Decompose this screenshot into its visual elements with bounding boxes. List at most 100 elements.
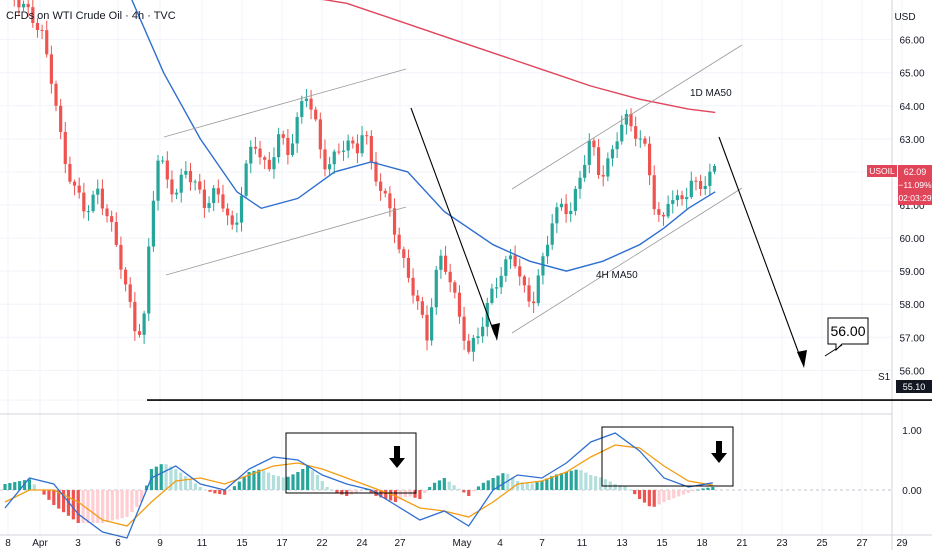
candle-body <box>527 285 531 302</box>
macd-histogram-bar <box>506 473 510 490</box>
macd-histogram-bar <box>281 477 285 490</box>
macd-histogram-bar <box>511 477 515 490</box>
candle-body <box>207 203 211 208</box>
macd-histogram-bar <box>232 486 237 490</box>
candle-body <box>40 29 44 31</box>
candle-body <box>72 181 77 186</box>
candle-body <box>239 195 244 223</box>
macd-histogram-bar <box>154 466 158 490</box>
macd-histogram-bar <box>237 481 241 490</box>
price-axis[interactable]: 56.0057.0058.0059.0060.0061.0062.0063.00… <box>899 36 924 497</box>
macd-histogram-bar <box>701 488 705 490</box>
time-tick-label: 11 <box>577 538 588 549</box>
macd-histogram-bar <box>481 482 485 490</box>
candle-body <box>606 158 610 177</box>
candle-body <box>198 181 202 190</box>
macd-histogram-bar <box>501 473 505 490</box>
macd-histogram-bar <box>188 479 193 490</box>
candle-body <box>188 170 193 183</box>
macd-histogram-bar <box>184 476 188 490</box>
candle-body <box>532 301 536 304</box>
candle-body <box>133 301 137 332</box>
candle-body <box>272 157 276 170</box>
macd-histogram-bar <box>633 490 637 495</box>
macd-histogram-bar <box>42 490 46 495</box>
macd-histogram-bar <box>579 470 583 490</box>
macd-histogram-bar <box>144 485 149 490</box>
macd-histogram-bar <box>457 488 461 490</box>
macd-histogram-bar <box>91 490 95 523</box>
macd-histogram-bar <box>140 490 144 502</box>
candle-body <box>610 149 615 159</box>
candle-body <box>620 124 624 142</box>
candle-body <box>601 175 605 177</box>
candle-body <box>522 276 526 286</box>
candle-body <box>624 113 628 125</box>
macd-histogram-bar <box>398 490 402 500</box>
macd-histogram-bar <box>315 475 320 490</box>
candle-body <box>230 215 234 225</box>
macd-histogram-bar <box>447 481 451 490</box>
candle-body <box>119 244 123 270</box>
candle-body <box>634 126 638 139</box>
candle-body <box>587 140 591 165</box>
candle-body <box>110 216 114 223</box>
macd-histogram-bar <box>81 490 85 523</box>
macd-histogram-bar <box>677 490 681 497</box>
candle-body <box>708 171 712 186</box>
candle-body <box>666 203 670 217</box>
time-axis[interactable]: 8 Apr 3 6 9 11 15 17 22 24 27 May 4 7 11 13 15 18 21 23 25 27… <box>5 538 908 549</box>
macd-histogram-bar <box>32 484 36 490</box>
macd-histogram-bar <box>476 486 481 490</box>
macd-histogram-bar <box>642 490 647 503</box>
price-tick-label: 60.00 <box>899 234 924 245</box>
macd-histogram-bar <box>335 490 339 493</box>
support-badge: 55.10 <box>896 380 932 393</box>
target-callout: 56.00 <box>824 317 869 357</box>
macd-histogram-bar <box>349 490 354 495</box>
candle-body <box>341 150 346 152</box>
candle-body <box>661 214 666 217</box>
candle-body <box>77 185 81 193</box>
candle-body <box>235 222 239 225</box>
macd-histogram-bar <box>603 479 608 490</box>
time-tick-label: May <box>453 538 472 549</box>
macd-histogram-bar <box>169 466 173 490</box>
macd-histogram-bar <box>61 490 66 513</box>
candle-body <box>304 98 309 102</box>
channel-line <box>163 68 407 138</box>
candle-body <box>694 180 698 182</box>
candle-body <box>290 143 295 155</box>
candle-body <box>360 135 364 154</box>
macd-histogram-bar <box>252 470 256 490</box>
macd-histogram-bar <box>691 490 695 492</box>
candle-body <box>383 190 387 194</box>
candle-body <box>31 7 35 23</box>
time-tick-label: 22 <box>316 538 328 549</box>
candle-body <box>573 188 577 211</box>
candle-body <box>114 222 118 245</box>
candles <box>13 0 717 362</box>
candle-body <box>462 316 466 341</box>
candle-body <box>184 170 188 175</box>
macd-histogram-bar <box>559 473 564 490</box>
price-tick-label: 57.00 <box>899 333 924 344</box>
macd-histogram-bar <box>384 490 388 499</box>
candle-body <box>286 137 290 155</box>
candle-body <box>689 180 693 198</box>
macd-histogram-bar <box>711 487 715 490</box>
candle-body <box>374 161 378 182</box>
time-tick-label: 15 <box>236 538 248 549</box>
time-tick-label: 27 <box>394 538 406 549</box>
support-price: 55.10 <box>903 382 926 392</box>
macd-histogram-bar <box>369 490 373 493</box>
channel-line <box>511 44 743 190</box>
macd-histogram-bar <box>301 469 305 490</box>
candle-body <box>318 119 322 150</box>
macd-histogram-bar <box>437 480 442 490</box>
macd-histogram-bar <box>467 490 471 496</box>
candle-body <box>513 255 517 267</box>
macd-tick-label: 1.00 <box>902 426 922 437</box>
macd-histogram-bar <box>515 481 520 490</box>
